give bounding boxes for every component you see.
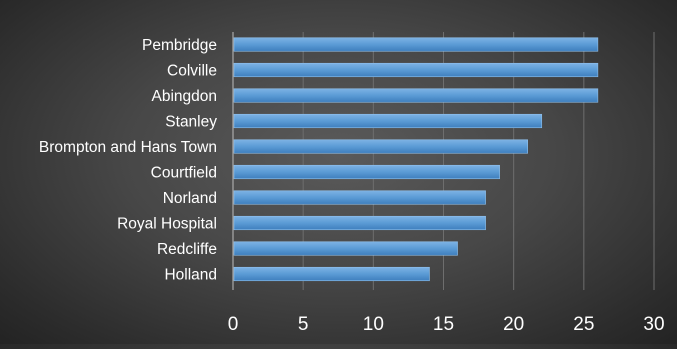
x-tick-labels: 0 5 10 15 20 25 30 <box>228 314 665 335</box>
bar <box>233 139 529 154</box>
x-tick-label: 15 <box>433 314 454 335</box>
category-label: Colville <box>167 63 217 80</box>
category-label: Brompton and Hans Town <box>39 139 217 156</box>
bar <box>233 266 430 282</box>
category-label: Courtfield <box>151 165 217 182</box>
x-tick-label: 30 <box>643 314 664 335</box>
bar <box>233 215 486 231</box>
category-label: Royal Hospital <box>117 216 217 233</box>
bar <box>233 113 543 129</box>
x-tick-label: 10 <box>363 314 384 335</box>
x-tick-label: 0 <box>228 314 239 335</box>
category-label: Holland <box>164 267 217 284</box>
bar <box>233 62 599 78</box>
category-label: Redcliffe <box>157 241 217 258</box>
bar <box>233 37 599 52</box>
category-label: Norland <box>163 190 217 207</box>
bar <box>233 164 500 180</box>
x-tick-label: 5 <box>298 314 309 335</box>
x-tick-label: 25 <box>573 314 594 335</box>
x-tick-label: 20 <box>503 314 524 335</box>
category-label: Pembridge <box>142 37 217 54</box>
category-label: Stanley <box>165 114 217 131</box>
bar-series <box>233 37 599 282</box>
category-labels: Pembridge Colville Abingdon Stanley Brompton… <box>39 37 217 284</box>
category-label: Abingdon <box>151 88 217 105</box>
bar <box>233 241 458 256</box>
bar <box>233 190 486 205</box>
bar <box>233 88 599 103</box>
